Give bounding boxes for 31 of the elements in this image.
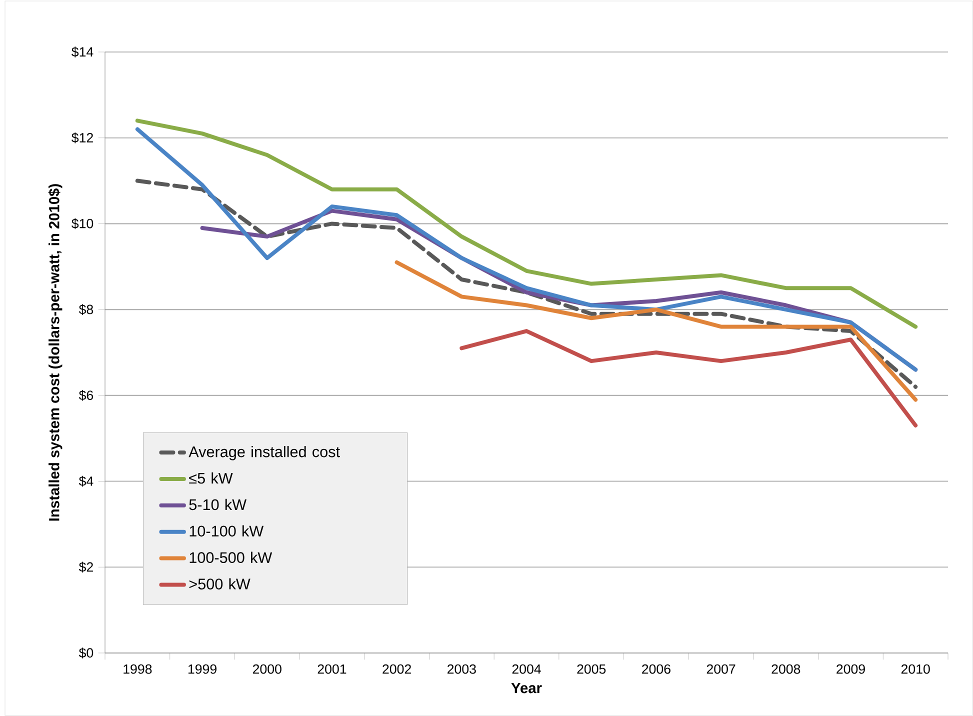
y-tick-label: $8	[78, 304, 94, 315]
y-tick-label: $14	[72, 46, 94, 58]
y-tick-label: $10	[72, 218, 94, 230]
x-tick-label: 2006	[642, 664, 670, 674]
x-axis-title: Year	[511, 682, 542, 694]
y-axis-title: Installed system cost (dollars-per-watt, in 2010$)	[48, 184, 62, 521]
x-tick-label: 2001	[318, 664, 346, 674]
legend-label: 100-500 kW	[190, 552, 272, 564]
x-tick-label: 2009	[836, 664, 865, 674]
y-tick-label: $12	[72, 132, 93, 144]
x-tick-label: 2010	[901, 664, 930, 674]
legend-label: ≤5 kW	[189, 472, 233, 484]
x-tick-label: 2000	[252, 664, 282, 674]
x-tick-label: 1999	[188, 664, 216, 674]
x-tick-label: 2004	[512, 664, 541, 674]
line-series	[460, 329, 918, 428]
line-series	[135, 127, 918, 372]
x-tick-label: 2007	[706, 664, 736, 674]
x-tick-label: 2008	[772, 664, 800, 674]
x-tick-label: 1998	[124, 664, 152, 674]
legend-label: 5-10 kW	[189, 498, 246, 510]
x-tick-label: 2003	[448, 664, 476, 674]
legend-label: >500 kW	[189, 578, 250, 590]
legend-label: Average installed cost	[188, 446, 340, 460]
y-tick-label: $0	[78, 648, 94, 658]
y-tick-label: $6	[78, 390, 94, 401]
y-tick-label: $4	[78, 476, 94, 487]
y-tick-label: $2	[78, 562, 93, 573]
legend-label: 10-100 kW	[190, 525, 264, 537]
x-tick-label: 2002	[382, 664, 411, 674]
x-tick-label: 2005	[577, 664, 606, 674]
